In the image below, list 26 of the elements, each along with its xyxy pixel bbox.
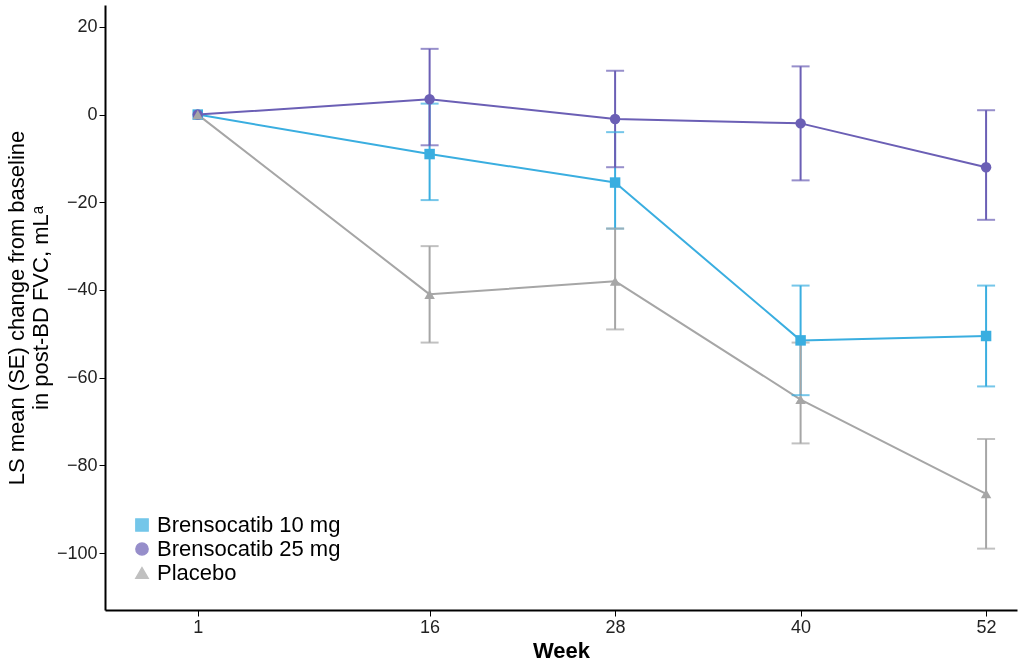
legend-label: Brensocatib 10 mg	[157, 512, 341, 537]
x-tick-label: 28	[605, 616, 626, 637]
x-axis-title: Week	[532, 637, 591, 663]
y-tick-label: −20	[66, 191, 98, 212]
point	[980, 330, 992, 342]
legend-label: Brensocatib 25 mg	[157, 536, 341, 561]
point	[609, 113, 621, 125]
y-tick-label: −80	[66, 454, 98, 475]
point	[795, 335, 806, 346]
y-tick-label: 20	[77, 16, 98, 37]
point	[609, 177, 621, 188]
x-tick-label: 1	[193, 616, 204, 637]
x-tick-label: 40	[791, 616, 812, 637]
y-tick-label: 0	[87, 104, 98, 125]
point	[795, 118, 806, 129]
y-tick-label: −100	[56, 542, 98, 563]
legend-label: Placebo	[157, 560, 237, 585]
x-tick-label: 52	[976, 616, 997, 637]
point	[795, 395, 806, 405]
x-tick-label: 16	[420, 616, 441, 637]
point	[424, 94, 435, 105]
y-axis-title: LS mean (SE) change from baseline in post-BD FVC, mLᵃ	[3, 130, 53, 486]
y-tick-label: −40	[66, 279, 98, 300]
y-tick-label: −60	[66, 367, 98, 388]
point	[424, 148, 435, 160]
point	[980, 161, 992, 173]
